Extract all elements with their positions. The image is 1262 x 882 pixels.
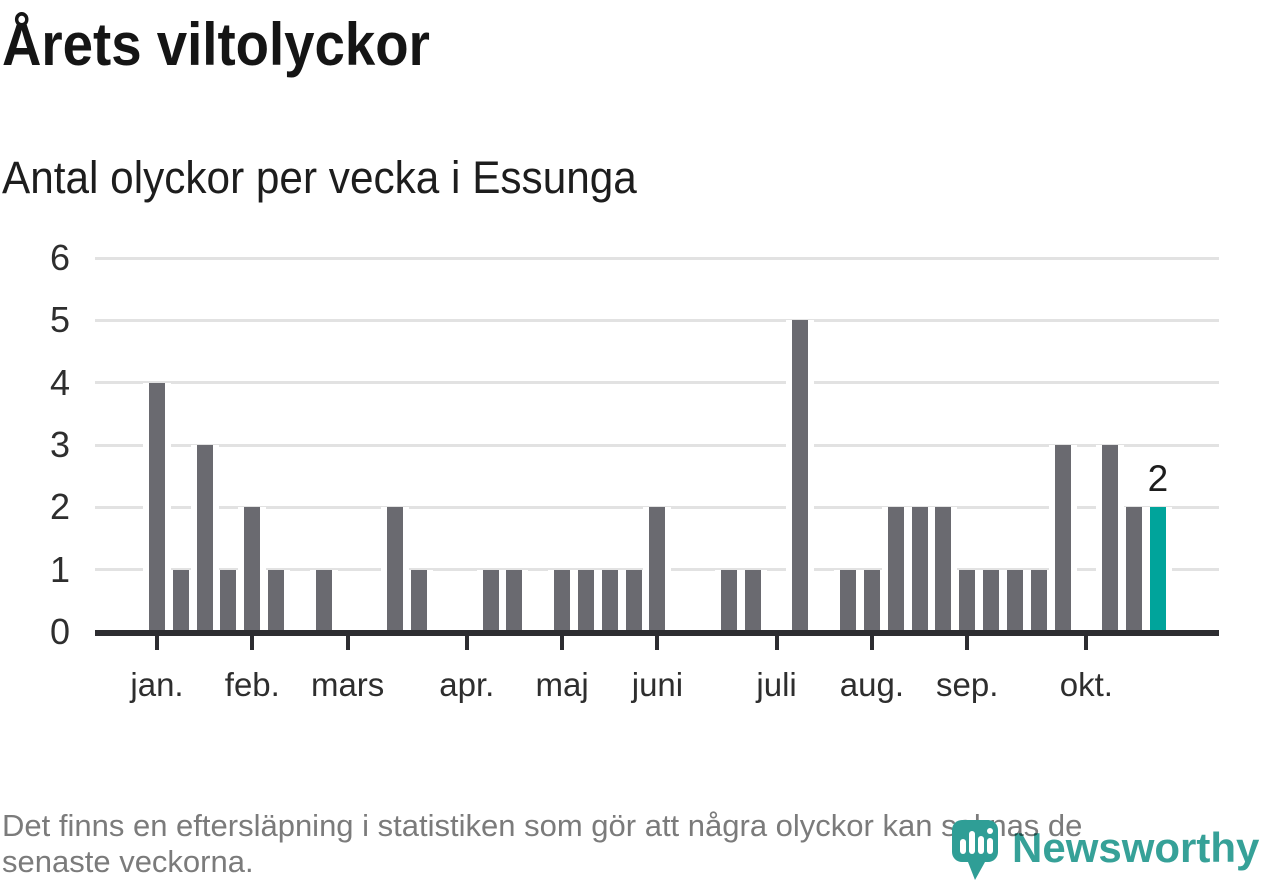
bar-week-38 [1030,569,1047,632]
y-axis-label-5: 5 [49,299,70,341]
gridline-y-4 [95,381,1219,385]
y-axis-label-2: 2 [49,486,70,528]
bar-week-41 [1102,445,1119,632]
gridline-y-5 [95,318,1219,322]
x-axis-label-juli: juli [756,666,797,703]
bar-week-11 [387,507,404,632]
x-axis-label-feb: feb. [224,666,280,703]
x-tick-aug [869,636,874,650]
footer-note: Det finns en eftersläpning i statistiken… [2,808,1252,879]
y-axis-label-1: 1 [49,548,70,590]
bar-week-3 [196,445,213,632]
bar-week-8 [315,569,332,632]
bar-week-15 [482,569,499,632]
x-tick-feb [250,636,255,650]
bar-week-35 [959,569,976,632]
footer-note-line-1: Det finns en eftersläpning i statistiken… [2,808,1083,843]
x-axis-label-okt: okt. [1059,666,1113,703]
x-axis-label-jan: jan. [130,666,184,703]
x-axis-label-sep: sep. [936,666,999,703]
x-axis-label-juni: juni [631,666,684,703]
y-axis-label-6: 6 [49,237,70,278]
chart-subtitle: Antal olyckor per vecka i Essunga [2,152,637,203]
newsworthy-wordmark: Newsworthy [1012,824,1260,871]
x-tick-jan [155,636,159,650]
bar-week-18 [554,569,571,632]
y-axis-label-0: 0 [49,611,70,652]
x-tick-juli [774,636,779,650]
bar-week-16 [506,569,523,632]
highlighted-bar-value-label: 2 [1147,458,1169,500]
y-axis-label-4: 4 [49,361,70,403]
gridline-y-2 [95,505,1219,509]
bar-week-39 [1054,445,1071,632]
bar-week-34 [935,507,952,632]
x-axis-label-mars: mars [310,666,385,703]
x-axis-label-apr: apr. [439,666,495,703]
bar-week-20 [601,569,618,632]
gridline-y-3 [95,443,1219,447]
x-axis-label-maj: maj [535,666,589,703]
x-tick-sep [965,636,970,650]
bar-week-6 [268,569,285,632]
x-tick-mars [345,636,350,650]
bar-week-22 [649,507,666,632]
bar-week-42 [1126,507,1143,632]
bar-week-19 [577,569,594,632]
x-tick-apr [464,636,469,650]
x-axis-label-aug: aug. [839,666,904,703]
chart-title: Årets viltolyckor [2,11,430,78]
bar-week-1 [149,382,165,632]
gridline-y-6 [95,256,1219,260]
bar-week-2 [172,569,189,632]
newsworthy-pin-bar-chart-icon [952,820,998,880]
bar-week-30 [840,569,857,632]
plot-area [95,256,1219,632]
bar-week-21 [625,569,642,632]
x-axis-line [95,630,1219,636]
newsworthy-logo: Newsworthy [952,818,1262,880]
bar-week-32 [887,507,904,632]
bar-week-5 [244,507,261,632]
bar-week-31 [863,569,880,632]
x-tick-juni [655,636,660,650]
x-tick-maj [560,636,565,650]
footer-note-line-2: senaste veckorna. [2,843,254,879]
bar-week-43-highlighted [1149,507,1166,632]
bar-week-26 [744,569,761,632]
bar-week-28 [792,320,809,632]
bar-week-33 [911,507,928,632]
bar-week-37 [1006,569,1023,632]
bar-week-36 [983,569,1000,632]
x-tick-okt [1084,636,1089,650]
bar-week-12 [411,569,428,632]
bar-week-4 [220,569,237,632]
bar-week-25 [720,569,737,632]
y-axis-label-3: 3 [49,424,70,465]
